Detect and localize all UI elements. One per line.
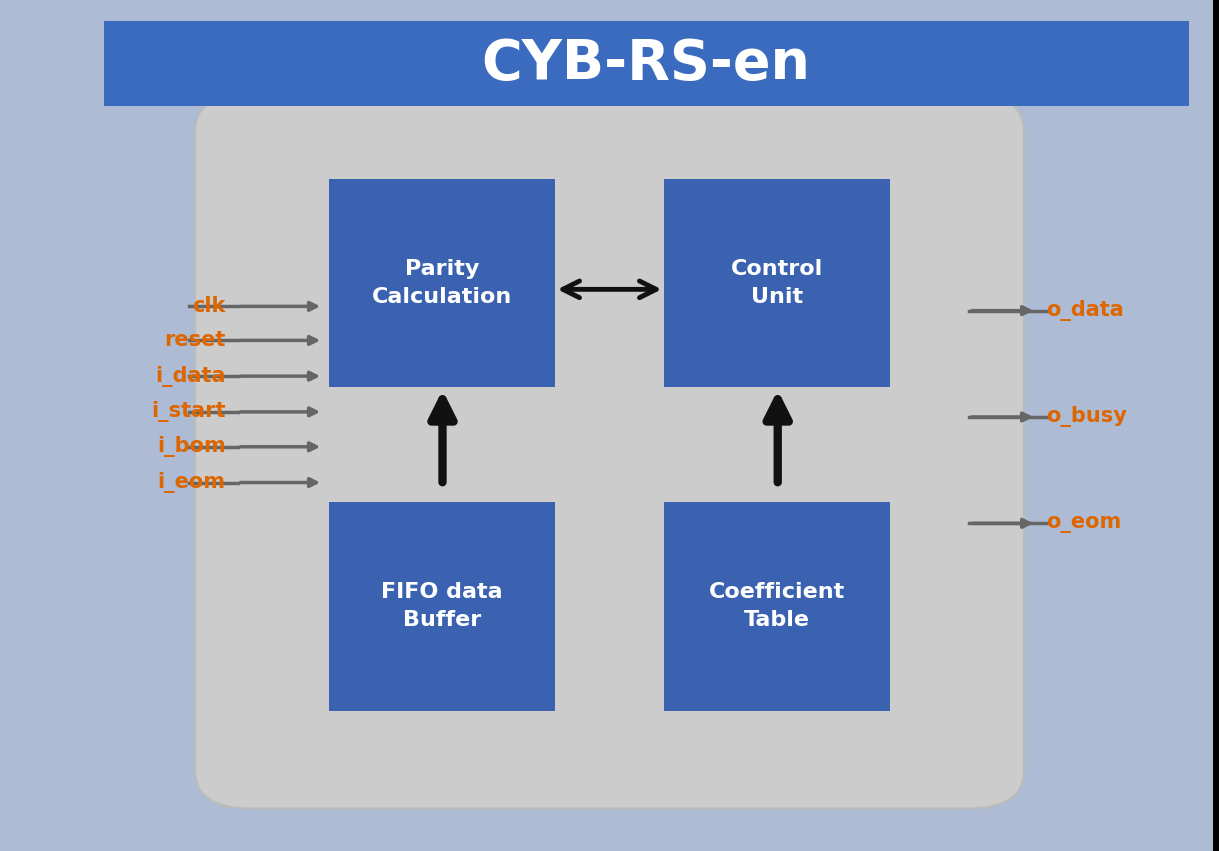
Text: Coefficient
Table: Coefficient Table — [709, 582, 845, 631]
Text: i_eom: i_eom — [157, 472, 226, 493]
Text: Parity
Calculation: Parity Calculation — [372, 259, 512, 307]
Text: i_start: i_start — [151, 402, 226, 422]
Text: CYB-RS-en: CYB-RS-en — [482, 37, 811, 91]
Text: i_data: i_data — [155, 366, 226, 386]
Bar — [1213, 0, 1219, 851]
Bar — [664, 179, 890, 387]
Text: i_bom: i_bom — [157, 437, 226, 457]
Bar — [664, 502, 890, 711]
Text: Control
Unit: Control Unit — [731, 259, 823, 307]
Text: o_data: o_data — [1046, 300, 1124, 321]
Text: reset: reset — [165, 330, 226, 351]
Text: o_busy: o_busy — [1046, 407, 1126, 427]
Text: clk: clk — [193, 296, 226, 317]
Bar — [329, 502, 555, 711]
Text: o_eom: o_eom — [1046, 513, 1121, 534]
Bar — [329, 179, 555, 387]
FancyBboxPatch shape — [195, 94, 1024, 808]
Text: FIFO data
Buffer: FIFO data Buffer — [382, 582, 502, 631]
FancyBboxPatch shape — [104, 21, 1189, 106]
